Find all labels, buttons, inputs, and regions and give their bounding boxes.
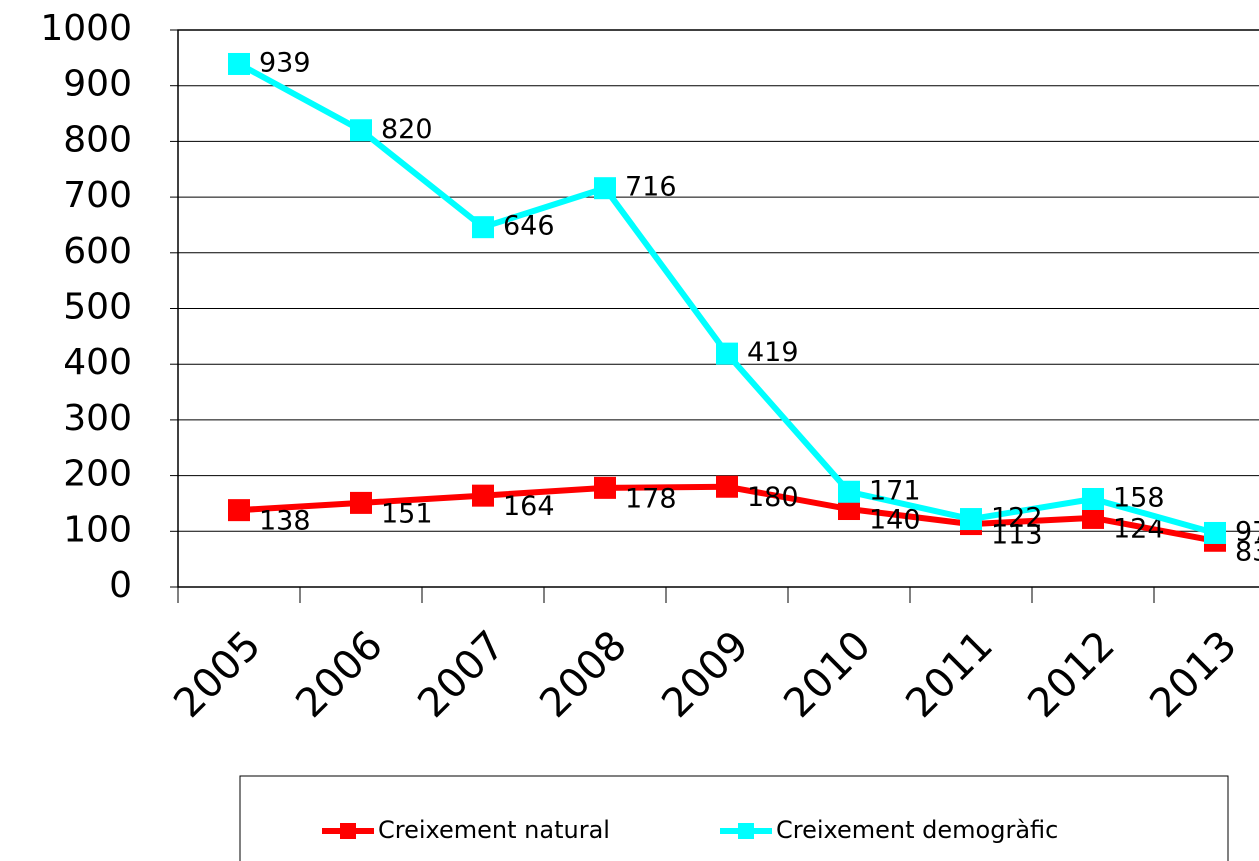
y-tick-label: 600 <box>63 231 132 272</box>
data-label: 178 <box>625 483 677 514</box>
y-tick-label: 400 <box>63 342 132 383</box>
data-label: 97 <box>1235 516 1259 547</box>
data-label: 151 <box>381 498 433 529</box>
marker <box>228 499 250 522</box>
data-label: 113 <box>991 520 1043 551</box>
marker <box>350 491 372 514</box>
data-label: 716 <box>625 172 677 203</box>
x-tick-label: 2006 <box>287 622 392 727</box>
y-tick-label: 200 <box>63 454 132 495</box>
data-label: 646 <box>503 211 555 242</box>
data-label: 140 <box>869 505 921 536</box>
y-tick-label: 700 <box>63 175 132 216</box>
marker <box>838 480 860 503</box>
x-tick-label: 2008 <box>531 622 636 727</box>
marker <box>350 119 372 142</box>
x-tick-label: 2009 <box>653 622 758 727</box>
data-label: 820 <box>381 114 433 145</box>
legend-label: Creixement natural <box>378 816 610 844</box>
x-tick-label: 2013 <box>1141 622 1246 727</box>
x-tick-label: 2010 <box>775 622 880 727</box>
marker <box>228 52 250 75</box>
marker <box>716 475 738 498</box>
data-label: 164 <box>503 491 555 522</box>
y-tick-label: 1000 <box>40 8 132 49</box>
marker <box>960 508 982 531</box>
y-tick-label: 300 <box>63 398 132 439</box>
data-label: 939 <box>259 47 311 78</box>
y-tick-label: 900 <box>63 64 132 105</box>
marker <box>594 177 616 200</box>
marker <box>1204 521 1226 544</box>
marker <box>472 484 494 507</box>
data-label: 83 <box>1235 536 1259 567</box>
marker <box>1082 506 1104 529</box>
legend-marker <box>340 823 356 839</box>
x-tick-label: 2012 <box>1019 622 1124 727</box>
x-tick-label: 2005 <box>165 622 270 727</box>
x-tick-label: 2011 <box>897 622 1002 727</box>
plot-border <box>177 29 1259 588</box>
marker <box>1082 487 1104 510</box>
legend-label: Creixement demogràfic <box>776 816 1058 844</box>
legend-box <box>239 775 1229 861</box>
marker <box>472 216 494 239</box>
y-tick-label: 100 <box>63 509 132 550</box>
y-tick-label: 0 <box>109 565 132 606</box>
marker <box>838 498 860 521</box>
marker <box>594 476 616 499</box>
data-label: 122 <box>991 503 1043 534</box>
data-label: 419 <box>747 337 799 368</box>
y-tick-label: 800 <box>63 119 132 160</box>
y-tick-label: 500 <box>63 287 132 328</box>
marker <box>716 342 738 365</box>
data-label: 138 <box>259 506 311 537</box>
data-label: 158 <box>1113 482 1165 513</box>
data-label: 180 <box>747 482 799 513</box>
data-label: 171 <box>869 475 921 506</box>
legend-marker <box>738 823 754 839</box>
x-tick-label: 2007 <box>409 622 514 727</box>
